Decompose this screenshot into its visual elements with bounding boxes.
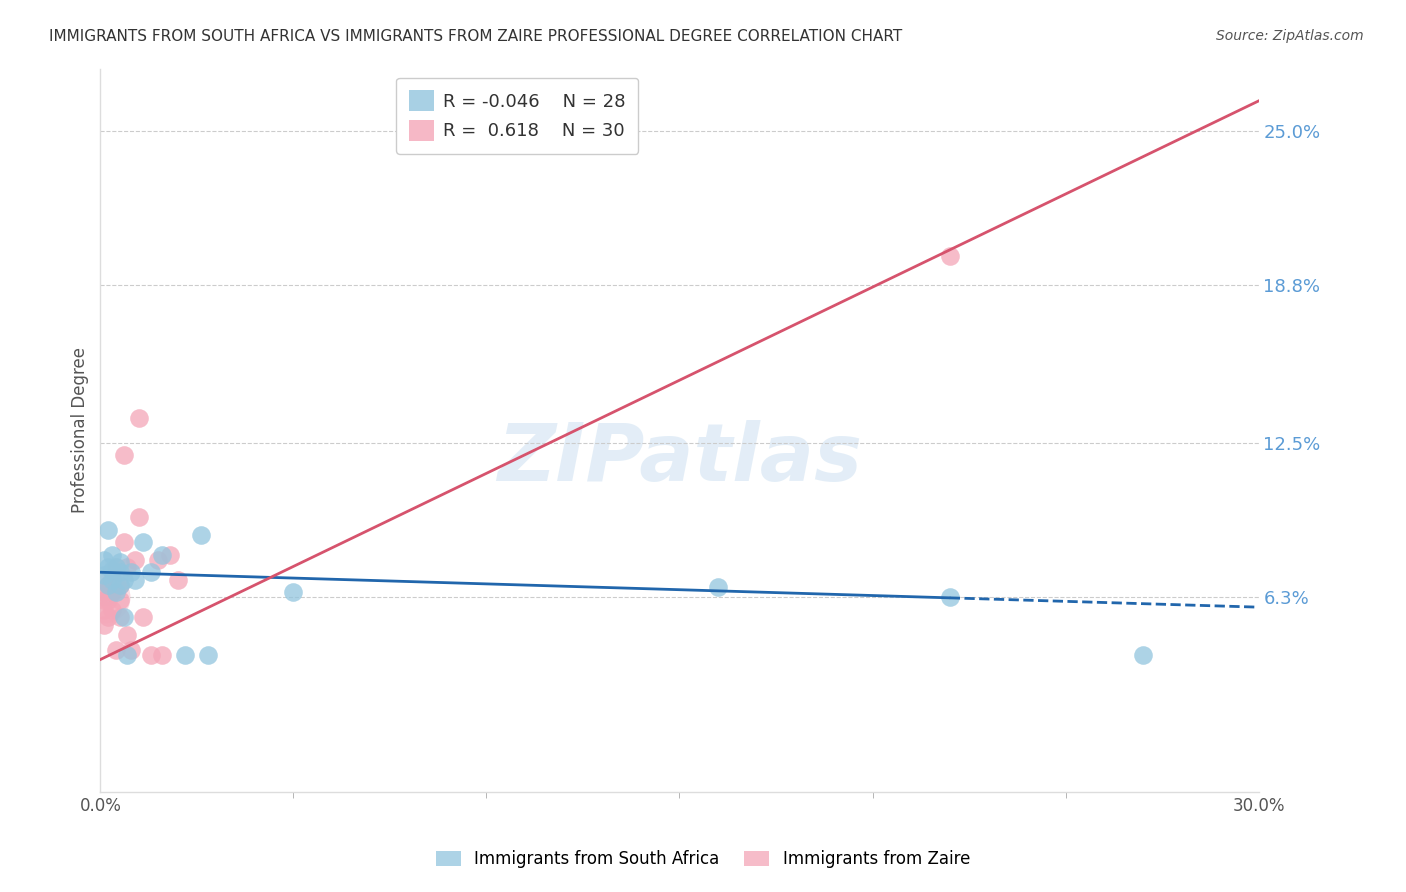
Point [104,585,127,599]
Point [120,566,142,580]
Y-axis label: Professional Degree: Professional Degree [72,347,89,513]
Point [132,535,155,549]
Point [128,510,150,524]
Point [190,528,212,542]
Point [938,590,960,604]
Point [93,617,115,632]
Point [93,567,115,582]
Point [128,410,150,425]
Point [104,560,127,574]
Point [101,573,124,587]
Point [108,566,131,580]
Text: IMMIGRANTS FROM SOUTH AFRICA VS IMMIGRANTS FROM ZAIRE PROFESSIONAL DEGREE CORREL: IMMIGRANTS FROM SOUTH AFRICA VS IMMIGRAN… [49,29,903,44]
Point [108,555,131,569]
Point [93,553,115,567]
Point [97,592,120,607]
Point [108,592,131,607]
Point [97,560,120,574]
Point [124,553,146,567]
Legend: Immigrants from South Africa, Immigrants from Zaire: Immigrants from South Africa, Immigrants… [429,844,977,875]
Point [97,523,120,537]
Legend: R = -0.046    N = 28, R =  0.618    N = 30: R = -0.046 N = 28, R = 0.618 N = 30 [396,78,638,153]
Point [159,548,181,562]
Point [108,610,131,624]
Point [97,578,120,592]
Point [283,585,305,599]
Point [97,610,120,624]
Point [139,566,162,580]
Point [112,535,135,549]
Text: Source: ZipAtlas.com: Source: ZipAtlas.com [1216,29,1364,43]
Point [93,602,115,616]
Point [108,578,131,592]
Point [93,590,115,604]
Point [104,560,127,574]
Point [174,648,197,662]
Point [101,585,124,599]
Point [101,602,124,616]
Point [124,573,146,587]
Point [112,448,135,462]
Point [117,648,139,662]
Point [150,648,173,662]
Point [93,592,115,607]
Point [104,642,127,657]
Point [117,627,139,641]
Point [166,573,188,587]
Text: ZIPatlas: ZIPatlas [496,420,862,498]
Point [139,648,162,662]
Point [101,548,124,562]
Point [112,573,135,587]
Point [148,553,170,567]
Point [93,585,115,599]
Point [97,578,120,592]
Point [108,578,131,592]
Point [101,573,124,587]
Point [707,580,730,594]
Point [150,548,173,562]
Point [1132,648,1154,662]
Point [117,560,139,574]
Point [93,580,115,594]
Point [101,563,124,577]
Point [938,248,960,262]
Point [197,648,219,662]
Point [112,610,135,624]
Point [120,642,142,657]
Point [132,610,155,624]
